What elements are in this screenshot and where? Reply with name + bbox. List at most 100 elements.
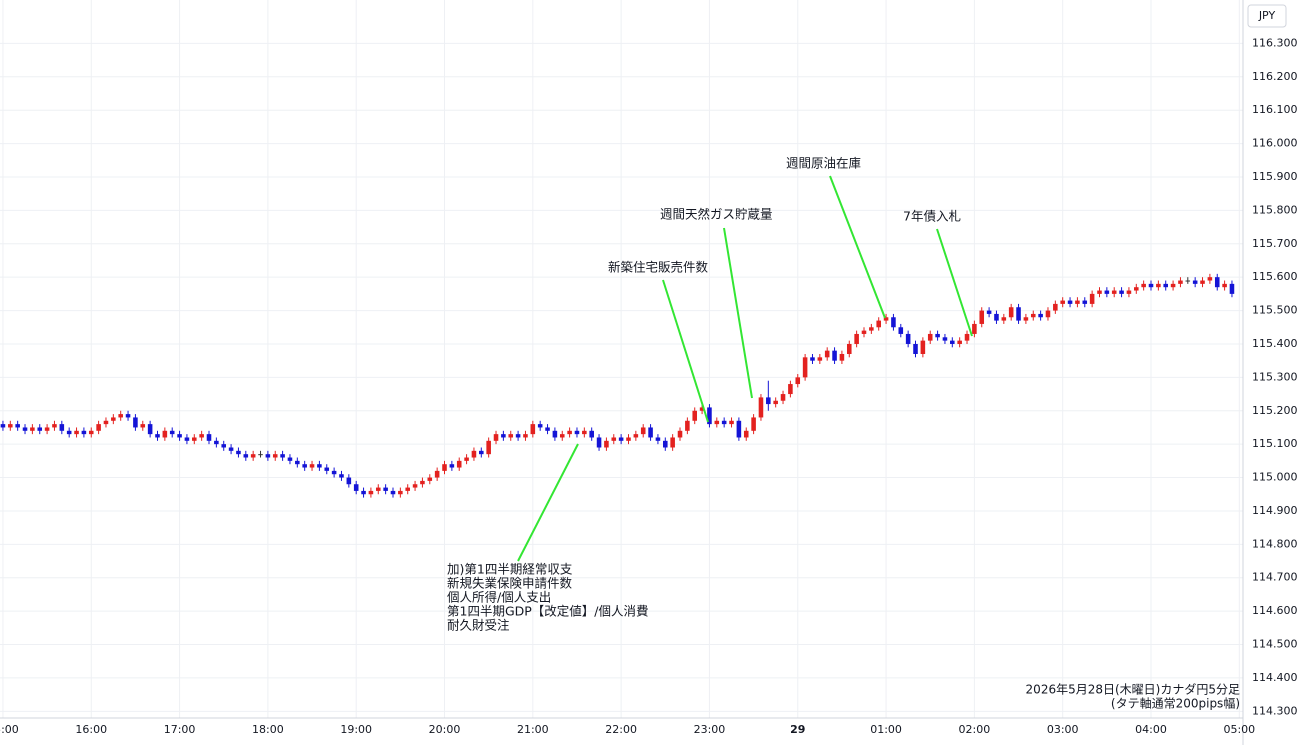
candle-body <box>1097 290 1102 294</box>
caption-line: (タテ軸通常200pips幅) <box>1111 696 1240 711</box>
candle-body <box>611 437 617 441</box>
annotation-text: 個人所得/個人支出 <box>447 590 551 605</box>
candle-body <box>184 437 190 441</box>
candle-body <box>964 333 970 341</box>
candle-body <box>118 414 123 418</box>
y-tick-label: 115.600 <box>1252 270 1298 283</box>
candle-body <box>265 454 271 458</box>
annotation-text: 第1四半期GDP【改定値】/個人消費 <box>447 604 649 619</box>
candle-body <box>221 444 227 448</box>
candle-body <box>346 477 352 485</box>
candle-body <box>155 434 160 438</box>
candle-body <box>537 424 543 428</box>
candle-body <box>398 490 403 495</box>
candle-body <box>714 420 720 425</box>
candle-body <box>839 353 845 361</box>
annotation-text: 新築住宅販売件数 <box>608 260 709 275</box>
y-tick-label: 114.900 <box>1252 504 1298 517</box>
candle-body <box>133 417 138 428</box>
candle-body <box>368 490 374 495</box>
candle-body <box>898 327 904 334</box>
candle-body <box>758 397 764 418</box>
y-tick-label: 114.800 <box>1252 537 1298 550</box>
grid <box>0 0 1243 718</box>
candle-body <box>596 437 602 448</box>
candle-body <box>37 427 43 431</box>
candle-body <box>1134 287 1139 291</box>
candle-body <box>339 474 344 478</box>
candle-body <box>986 310 992 314</box>
annotations: 加)第1四半期経常収支新規失業保険申請件数個人所得/個人支出第1四半期GDP【改… <box>447 156 973 633</box>
candle-body <box>1222 283 1227 288</box>
candle-body <box>604 440 609 448</box>
candle-body <box>1214 277 1220 288</box>
y-tick-label: 116.000 <box>1252 137 1298 150</box>
candle-body <box>22 427 28 431</box>
x-tick-label: 19:00 <box>340 723 372 736</box>
y-tick-label: 115.100 <box>1252 437 1298 450</box>
x-tick-label: 17:00 <box>164 723 196 736</box>
candle-body <box>648 427 653 438</box>
candle-body <box>994 313 999 321</box>
x-tick-label: 23:00 <box>694 723 726 736</box>
x-tick-label: 29 <box>790 723 805 736</box>
axes: 114.300 114.400 114.500 114.600 114.700 114.8… <box>0 36 1298 736</box>
y-tick-label: 116.200 <box>1252 70 1298 83</box>
candle-body <box>1082 300 1088 304</box>
y-tick-label: 115.800 <box>1252 203 1298 216</box>
candle-body <box>427 477 433 481</box>
candle-body <box>795 377 801 385</box>
annotation-pointer <box>829 175 886 319</box>
candle-body <box>103 420 109 425</box>
candle-body <box>8 424 13 428</box>
candle-body <box>810 357 815 361</box>
candle-body <box>405 487 410 491</box>
candle-body <box>1141 283 1146 288</box>
annotation-text: 加)第1四半期経常収支 <box>447 562 573 577</box>
x-tick-label: 15:00 <box>0 723 19 736</box>
candle-body <box>633 434 639 438</box>
x-tick-label: 03:00 <box>1047 723 1079 736</box>
candle-body <box>140 424 146 428</box>
x-tick-label: 16:00 <box>75 723 107 736</box>
y-tick-label: 115.400 <box>1252 337 1298 350</box>
candle-body <box>442 464 447 471</box>
candle-body <box>214 440 219 445</box>
candle-body <box>1038 313 1043 318</box>
candle-body <box>1126 290 1132 294</box>
candle-body <box>88 430 94 435</box>
candle-body <box>493 434 499 441</box>
candle-body <box>883 317 889 321</box>
candle-body <box>736 420 742 438</box>
candle-body <box>1023 317 1029 321</box>
candle-body <box>692 410 698 421</box>
candle-body <box>957 340 962 344</box>
candle-body <box>295 460 300 465</box>
candle-body <box>74 430 79 435</box>
candle-body <box>876 320 881 328</box>
candle-body <box>52 424 57 428</box>
candle-body <box>420 480 425 485</box>
candle-body <box>66 430 72 435</box>
candle-body <box>942 337 948 341</box>
candle-body <box>272 454 278 458</box>
candle-body <box>250 454 256 458</box>
candle-body <box>582 430 587 435</box>
annotation-pointer <box>517 443 579 562</box>
candle-body <box>766 397 771 405</box>
candle-body <box>206 434 212 441</box>
candle-body <box>1207 277 1213 281</box>
y-tick-label: 115.700 <box>1252 237 1298 250</box>
candle-body <box>846 343 852 354</box>
candle-body <box>192 437 197 441</box>
y-tick-label: 114.400 <box>1252 671 1298 684</box>
y-tick-label: 116.100 <box>1252 103 1298 116</box>
candle-body <box>559 434 565 438</box>
candle-body <box>523 434 528 438</box>
candle-body <box>663 440 668 448</box>
candle-body <box>1089 293 1095 304</box>
candle-body <box>1075 300 1080 304</box>
candle-body <box>1192 280 1198 284</box>
